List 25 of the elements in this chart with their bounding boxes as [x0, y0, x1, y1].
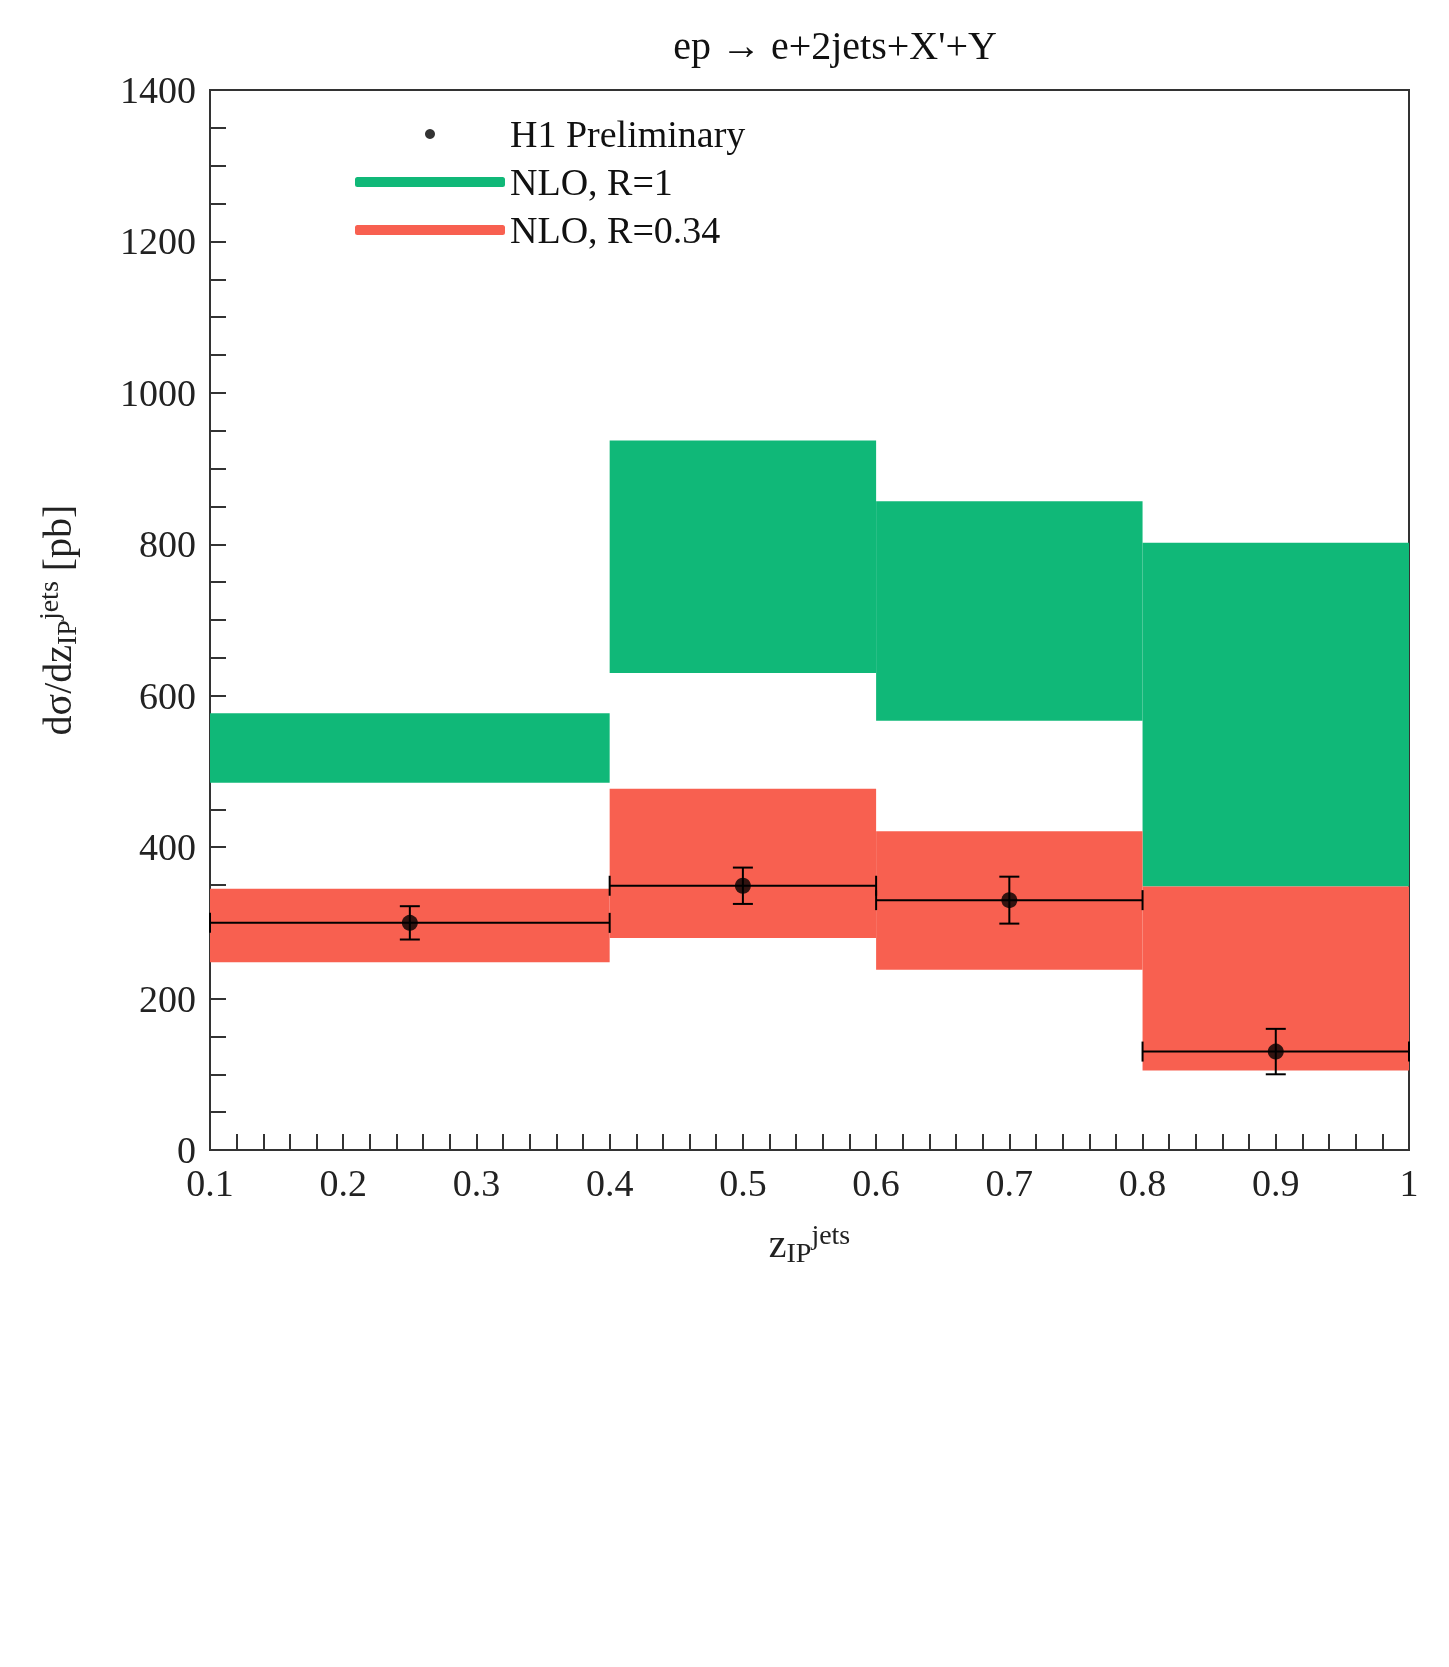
point	[1001, 892, 1018, 909]
legend-label: NLO, R=1	[510, 161, 673, 203]
x-tick-label: 0.6	[852, 1162, 900, 1204]
y-axis-title: dσ/dzIPjets [pb]	[32, 504, 82, 736]
y-tick-label: 600	[139, 674, 196, 717]
y-tick-label: 1200	[120, 220, 196, 263]
x-tick-label: 0.5	[719, 1162, 767, 1204]
x-tick-label: 0.7	[985, 1162, 1034, 1204]
y-tick-label: 200	[139, 977, 196, 1020]
chart-title: ep → e+2jets+X'+Y	[673, 22, 997, 68]
point	[401, 914, 418, 931]
x-tick-label: 0.3	[452, 1162, 501, 1204]
legend-label: H1 Preliminary	[510, 113, 746, 155]
x-tick-label: 0.9	[1252, 1162, 1300, 1204]
y-tick-label: 800	[139, 523, 196, 566]
y-tick-label: 1000	[120, 371, 196, 414]
x-tick-label: 0.8	[1118, 1162, 1167, 1204]
legend-label: NLO, R=0.34	[510, 209, 721, 251]
x-tick-label: 0.2	[319, 1162, 367, 1204]
x-tick-label: 0.4	[585, 1162, 634, 1204]
y-tick-label: 400	[139, 826, 196, 869]
y-tick-label: 1400	[120, 69, 196, 111]
x-tick-label: 1	[1399, 1162, 1419, 1204]
point	[1267, 1043, 1284, 1060]
point	[734, 877, 751, 894]
